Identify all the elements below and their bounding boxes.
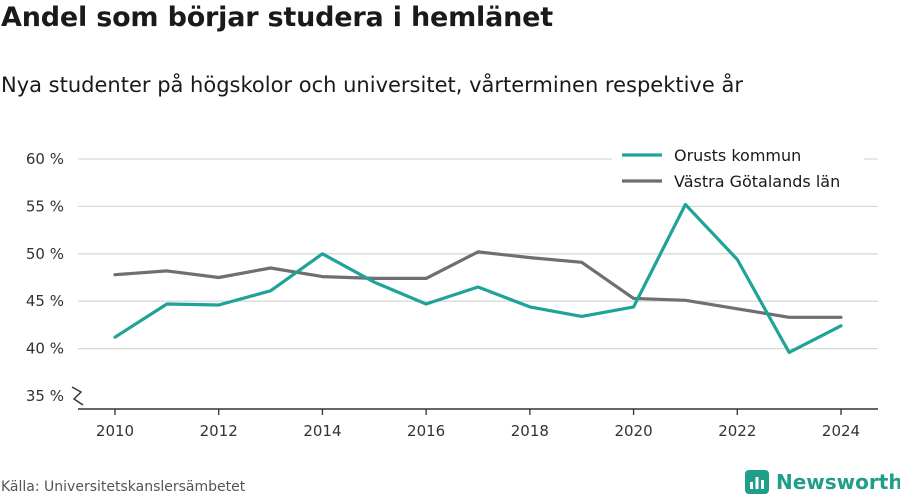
bar-chart-icon [745,470,769,494]
x-tick-label: 2018 [511,422,549,440]
legend-label: Orusts kommun [674,146,801,165]
y-tick-label: 50 % [26,245,64,263]
series-line-0 [113,202,843,354]
y-tick-label: 45 % [26,292,64,310]
brand-name: Newsworthy [776,470,900,494]
series-lines [113,202,843,354]
legend: Orusts kommun Västra Götalands län [612,141,864,197]
y-tick-label: 40 % [26,340,64,358]
x-tick-label: 2012 [200,422,238,440]
chart-title: Andel som börjar studera i hemlänet [1,2,553,33]
legend-background [612,141,864,197]
y-tick-label: 60 % [26,150,64,168]
x-axis: 2010 2012 2014 2016 2018 2020 2022 2024 [78,408,878,440]
y-tick-label: 55 % [26,197,64,215]
x-tick-label: 2020 [614,422,652,440]
axis-break-icon [71,386,84,406]
x-tick-label: 2010 [96,422,134,440]
source-note: Källa: Universitetskanslersämbetet [1,479,246,495]
chart-subtitle: Nya studenter på högskolor och universit… [1,73,743,97]
x-tick-label: 2024 [822,422,860,440]
x-tick-label: 2022 [718,422,756,440]
brand-logo: Newsworthy [745,470,900,494]
y-axis-ticks: 35 % 40 % 45 % 50 % 55 % 60 % [26,150,84,406]
x-tick-label: 2014 [303,422,341,440]
y-tick-label: 35 % [26,387,64,405]
x-tick-label: 2016 [407,422,445,440]
legend-label: Västra Götalands län [674,172,840,191]
series-line-1 [113,250,843,319]
